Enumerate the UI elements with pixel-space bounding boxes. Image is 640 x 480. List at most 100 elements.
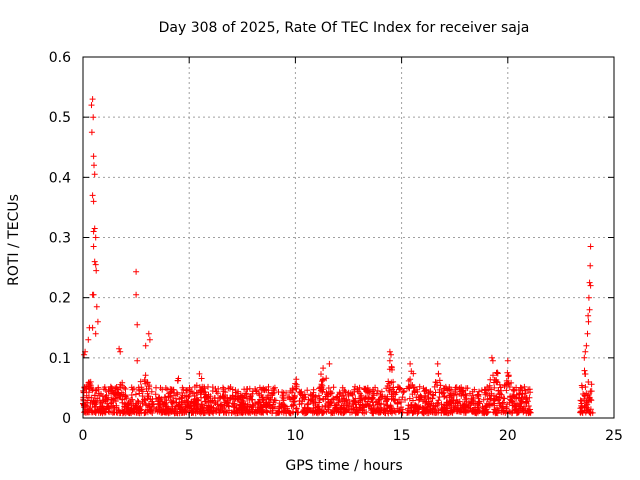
data-point [162,394,169,401]
y-tick-label: 0.6 [49,50,71,66]
data-point [187,389,194,395]
data-point [111,409,118,416]
data-point [305,400,312,407]
data-point [289,389,295,396]
data-point [384,403,391,409]
data-point [501,395,508,402]
data-point [270,385,277,392]
data-point [216,409,223,416]
data-point [448,399,455,406]
data-point [258,386,265,393]
data-point [491,384,498,391]
data-point [466,407,473,414]
data-point [202,398,209,405]
data-point [269,391,276,398]
data-point [258,392,265,398]
data-point [435,397,442,404]
data-point [320,365,327,372]
data-point [195,397,202,404]
data-point [187,400,194,407]
data-point [437,382,444,389]
data-point [133,291,140,298]
data-point [184,398,191,405]
data-point [267,395,274,402]
data-point [340,409,347,416]
data-point [179,384,186,391]
data-point [481,386,488,393]
data-point [425,394,431,401]
data-point [103,392,110,399]
data-point [369,395,375,402]
data-point [96,397,103,404]
data-point [504,408,510,415]
data-point [190,409,197,416]
data-point [500,403,506,410]
data-point [458,405,465,411]
data-point [492,409,498,416]
data-point [432,379,439,386]
data-point [395,408,402,415]
data-point [370,386,377,393]
data-point [419,404,426,411]
data-point [157,384,164,391]
data-point [500,409,507,416]
data-point [283,389,290,396]
data-point [514,401,520,408]
data-point [434,360,441,367]
data-point [370,402,377,409]
data-point [299,398,306,405]
data-point [117,348,124,355]
data-point [407,376,414,383]
data-point [509,399,516,405]
data-point [421,396,428,403]
data-point [125,408,132,415]
data-point [243,394,250,401]
y-tick-label: 0.5 [49,110,71,126]
data-point [92,234,99,241]
data-point [179,406,186,413]
data-point [399,406,406,413]
data-point [388,363,395,370]
data-point [315,392,322,399]
data-point [407,360,414,367]
data-point [436,377,443,384]
data-point [387,403,394,410]
data-point [386,348,393,355]
data-point [385,410,392,417]
data-point [148,388,155,395]
data-point [226,403,232,410]
data-point [486,382,493,389]
data-point [433,409,440,416]
data-point [508,397,515,404]
data-point [462,410,469,416]
data-point [133,268,140,275]
data-point [483,406,490,413]
data-point [585,312,592,319]
data-point [319,382,326,389]
data-point [307,392,314,399]
data-point [431,406,438,413]
data-point [488,386,494,393]
data-point [274,409,281,416]
data-point [496,381,503,388]
data-point [377,391,384,398]
data-point [326,360,333,367]
data-point [383,385,390,392]
data-point [588,381,595,388]
data-point [346,398,353,405]
data-point [280,397,287,404]
data-point [385,378,392,385]
data-point [341,406,348,413]
data-point [270,401,277,408]
data-point [586,279,593,286]
data-point [435,370,442,377]
data-point [142,380,149,387]
data-point [585,406,592,412]
data-point [521,383,528,390]
data-point [341,387,348,394]
x-axis-label: GPS time / hours [285,458,402,474]
data-point [587,262,594,269]
data-point [386,357,393,364]
data-point [101,384,108,391]
